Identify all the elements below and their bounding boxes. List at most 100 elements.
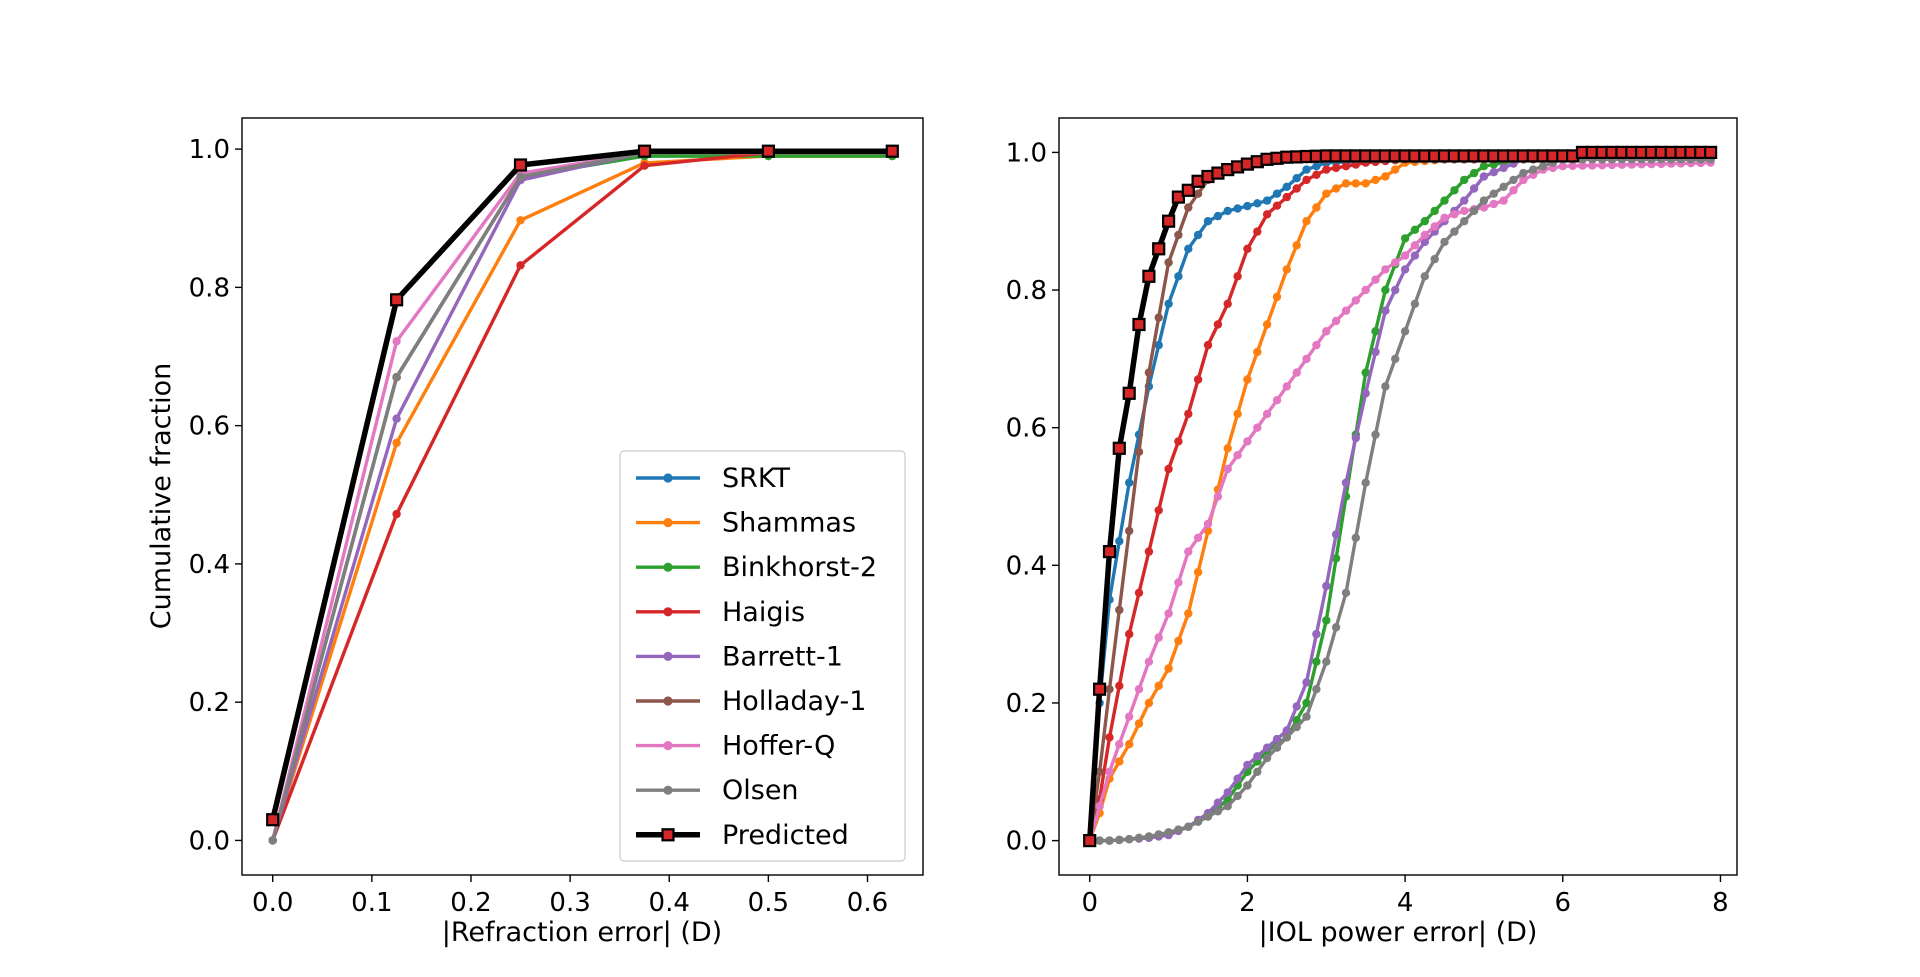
data-point-haigis xyxy=(1233,272,1242,281)
data-point-srkt xyxy=(1164,299,1173,308)
data-point-olsen xyxy=(1479,196,1489,205)
data-point-holladay-1 xyxy=(1115,605,1124,615)
legend-swatch-marker xyxy=(663,473,673,483)
data-point-barrett-1 xyxy=(1253,752,1262,761)
x-tick-label: 0.3 xyxy=(549,888,590,918)
y-tick-label: 0.0 xyxy=(1006,827,1047,857)
y-tick-label: 0.2 xyxy=(1006,689,1047,719)
data-point-predicted xyxy=(637,144,652,158)
data-point-barrett-1 xyxy=(1302,678,1311,687)
data-point-barrett-1 xyxy=(1499,163,1508,173)
data-point-predicted xyxy=(1161,214,1176,228)
data-point-predicted xyxy=(761,144,776,158)
data-point-haigis xyxy=(1164,464,1173,474)
data-point-barrett-1 xyxy=(1262,743,1272,752)
legend-entry-olsen: Olsen xyxy=(636,775,799,806)
data-point-predicted xyxy=(1102,544,1117,559)
data-point-hoffer-q xyxy=(1509,186,1518,195)
data-point-hoffer-q xyxy=(1125,712,1134,721)
legend-entry-holladay-1: Holladay-1 xyxy=(636,686,866,717)
data-point-olsen xyxy=(1460,217,1469,226)
data-point-hoffer-q xyxy=(1351,296,1361,305)
data-point-hoffer-q xyxy=(1578,161,1587,170)
y-tick-label: 0.4 xyxy=(1006,551,1047,581)
data-point-hoffer-q xyxy=(1381,265,1390,274)
data-point-srkt xyxy=(1262,196,1272,205)
data-point-olsen xyxy=(268,836,277,845)
data-point-hoffer-q xyxy=(1341,306,1351,315)
data-point-haigis xyxy=(1243,244,1252,253)
data-point-holladay-1 xyxy=(1184,203,1193,212)
data-point-olsen xyxy=(1322,657,1331,666)
data-point-olsen xyxy=(1410,299,1420,308)
series-line-srkt xyxy=(1088,157,1711,841)
data-point-srkt xyxy=(1312,162,1321,171)
data-point-haigis xyxy=(1322,165,1331,174)
data-point-shammas xyxy=(1391,165,1400,174)
data-point-srkt xyxy=(1203,217,1213,226)
data-point-haigis xyxy=(1302,175,1311,185)
data-point-predicted xyxy=(1122,386,1136,400)
legend-swatch-marker xyxy=(663,562,673,572)
data-point-shammas xyxy=(1272,292,1282,302)
data-point-olsen xyxy=(1174,825,1183,834)
y-tick-label: 0.8 xyxy=(1006,276,1047,306)
data-point-haigis xyxy=(392,509,401,519)
data-point-haigis xyxy=(1125,629,1134,639)
data-point-haigis xyxy=(1184,409,1193,419)
x-ticks: 0 2 4 6 8 xyxy=(1081,875,1729,918)
data-point-olsen xyxy=(1223,802,1232,811)
data-point-hoffer-q xyxy=(1243,437,1252,446)
data-point-hoffer-q xyxy=(1233,451,1242,460)
data-point-hoffer-q xyxy=(1193,533,1203,542)
data-point-binkhorst-2 xyxy=(1400,234,1410,243)
data-point-predicted xyxy=(1171,190,1186,204)
data-point-haigis xyxy=(1193,375,1203,384)
data-point-barrett-1 xyxy=(1479,172,1489,181)
x-ticks: 0.0 0.1 0.2 0.3 0.4 0.5 0.6 xyxy=(252,875,888,918)
series-line-hoffer-q xyxy=(1088,161,1711,842)
data-point-predicted xyxy=(1092,682,1107,696)
data-point-hoffer-q xyxy=(1558,162,1568,171)
data-point-shammas xyxy=(1184,609,1193,618)
data-point-binkhorst-2 xyxy=(1361,368,1370,377)
legend-swatch-marker xyxy=(661,828,675,842)
data-point-shammas xyxy=(1282,265,1292,274)
data-point-barrett-1 xyxy=(1391,285,1400,295)
x-tick-label: 0.1 xyxy=(351,888,392,918)
data-point-barrett-1 xyxy=(1322,581,1331,591)
data-point-olsen xyxy=(1341,588,1351,597)
data-point-hoffer-q xyxy=(1460,206,1469,216)
data-point-shammas xyxy=(1312,203,1321,212)
legend-entry-shammas: Shammas xyxy=(636,508,856,539)
data-point-shammas xyxy=(1193,568,1203,577)
data-point-olsen xyxy=(1420,272,1430,281)
data-point-barrett-1 xyxy=(1341,478,1351,487)
data-point-olsen xyxy=(392,373,401,382)
data-point-holladay-1 xyxy=(1134,447,1144,456)
data-point-haigis xyxy=(1253,227,1262,236)
data-point-hoffer-q xyxy=(1282,382,1292,391)
data-point-haigis xyxy=(1144,547,1154,556)
data-point-olsen xyxy=(1115,835,1124,845)
legend-swatch-marker xyxy=(663,785,673,795)
data-point-haigis xyxy=(1282,192,1292,202)
legend-label: Olsen xyxy=(722,775,799,806)
data-point-shammas xyxy=(392,438,401,448)
legend-label: Binkhorst-2 xyxy=(722,552,877,583)
data-point-predicted xyxy=(885,144,899,158)
data-point-hoffer-q xyxy=(1174,578,1183,587)
data-point-shammas xyxy=(1322,189,1331,198)
data-point-holladay-1 xyxy=(1095,767,1104,776)
data-point-binkhorst-2 xyxy=(1410,225,1420,234)
data-point-hoffer-q xyxy=(1440,213,1449,222)
data-point-haigis xyxy=(1272,201,1282,210)
x-tick-label: 4 xyxy=(1397,888,1414,918)
y-ticks: 0.0 0.2 0.4 0.6 0.8 1.0 xyxy=(1006,138,1059,857)
data-point-barrett-1 xyxy=(1213,798,1223,807)
legend-entry-hoffer-q: Hoffer-Q xyxy=(636,731,835,762)
data-point-binkhorst-2 xyxy=(1381,285,1390,295)
data-point-haigis xyxy=(1134,588,1144,597)
data-point-hoffer-q xyxy=(1430,222,1439,231)
data-point-shammas xyxy=(1253,347,1262,357)
